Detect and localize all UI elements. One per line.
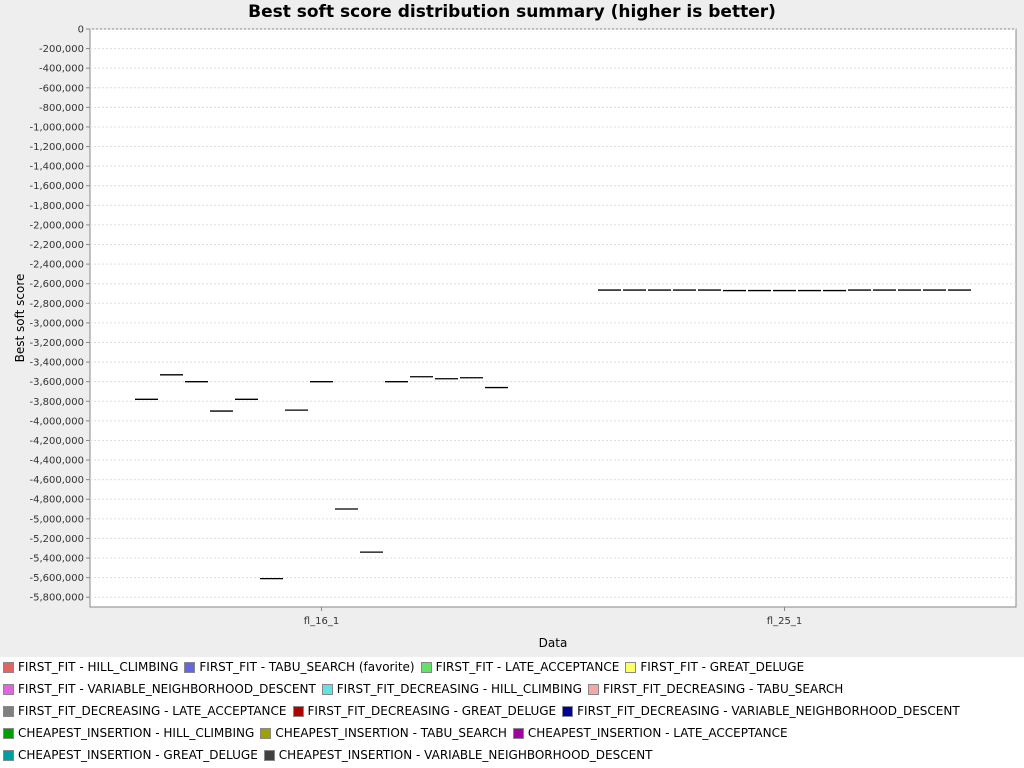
y-tick-label: 0 [78,25,84,36]
y-tick-label: -2,000,000 [29,220,84,231]
legend-label: FIRST_FIT_DECREASING - LATE_ACCEPTANCE [18,704,287,718]
legend-swatch [625,661,637,673]
legend-row: CHEAPEST_INSERTION - HILL_CLIMBING CHEAPE… [3,723,794,743]
x-tick-label: fl_25_1 [767,616,802,627]
legend-swatch [321,683,333,695]
legend-item: FIRST_FIT - GREAT_DELUGE [625,660,804,674]
legend-item: FIRST_FIT_DECREASING - LATE_ACCEPTANCE [3,704,287,718]
legend-item: FIRST_FIT_DECREASING - VARIABLE_NEIGHBOR… [562,704,960,718]
y-tick-label: -2,200,000 [29,240,84,251]
legend-item: CHEAPEST_INSERTION - TABU_SEARCH [260,726,507,740]
y-tick-label: -4,200,000 [29,436,84,447]
legend-item: CHEAPEST_INSERTION - LATE_ACCEPTANCE [512,726,788,740]
legend-item: FIRST_FIT - HILL_CLIMBING [3,660,178,674]
y-tick-label: -1,600,000 [29,181,84,192]
x-axis-title: Data [539,636,568,650]
legend-swatch [292,705,304,717]
y-tick-label: -5,200,000 [29,534,84,545]
x-axis-ticks: fl_16_1 fl_25_1 [304,607,802,627]
legend-label: FIRST_FIT_DECREASING - VARIABLE_NEIGHBOR… [577,704,960,718]
data-marks [135,289,971,580]
chart-title: Best soft score distribution summary (hi… [248,2,776,22]
legend-label: FIRST_FIT - GREAT_DELUGE [640,660,805,674]
y-tick-label: -200,000 [39,44,84,55]
legend-label: CHEAPEST_INSERTION - TABU_SEARCH [275,726,507,740]
legend-item: FIRST_FIT - VARIABLE_NEIGHBORHOOD_DESCEN… [3,682,316,696]
legend-swatch [420,661,432,673]
y-tick-label: -2,600,000 [29,279,84,290]
y-tick-label: -2,800,000 [29,299,84,310]
y-tick-label: -5,600,000 [29,573,84,584]
x-tick-label: fl_16_1 [304,616,339,627]
legend-swatch [3,705,14,717]
legend-swatch [260,727,272,739]
legend-swatch [562,705,574,717]
legend-row: CHEAPEST_INSERTION - GREAT_DELUGE CHEAPES… [3,745,659,765]
y-tick-label: -400,000 [39,64,84,75]
legend-swatch [3,683,14,695]
y-axis-title: Best soft score [13,274,27,363]
y-tick-label: -5,800,000 [29,593,84,604]
y-tick-label: -3,200,000 [29,338,84,349]
y-tick-label: -4,800,000 [29,495,84,506]
legend-swatch [3,727,14,739]
legend-label: FIRST_FIT - LATE_ACCEPTANCE [435,660,620,674]
y-tick-label: -2,400,000 [29,260,84,271]
y-tick-label: -4,600,000 [29,475,84,486]
legend-label: CHEAPEST_INSERTION - VARIABLE_NEIGHBORHO… [278,748,653,762]
legend-item: FIRST_FIT - TABU_SEARCH (favorite) [184,660,415,674]
y-tick-label: -1,800,000 [29,201,84,212]
legend-swatch [512,727,524,739]
y-tick-label: -3,600,000 [29,377,84,388]
legend-row: FIRST_FIT - VARIABLE_NEIGHBORHOOD_DESCEN… [3,679,849,699]
legend-swatch [263,749,275,761]
legend-row: FIRST_FIT - HILL_CLIMBING FIRST_FIT - TAB… [3,657,810,677]
legend-row: FIRST_FIT_DECREASING - LATE_ACCEPTANCE FI… [3,701,966,721]
legend-swatch [587,683,599,695]
legend-item: FIRST_FIT - LATE_ACCEPTANCE [420,660,620,674]
legend: FIRST_FIT - HILL_CLIMBING FIRST_FIT - TAB… [0,657,1024,768]
y-tick-label: -600,000 [39,83,84,94]
y-tick-label: -5,400,000 [29,554,84,565]
y-tick-label: -3,400,000 [29,358,84,369]
legend-label: FIRST_FIT - TABU_SEARCH (favorite) [199,660,415,674]
plot-area [89,28,1017,608]
legend-swatch [3,749,14,761]
y-tick-label: -3,000,000 [29,318,84,329]
legend-swatch [3,661,14,673]
legend-label: CHEAPEST_INSERTION - LATE_ACCEPTANCE [527,726,788,740]
legend-label: FIRST_FIT_DECREASING - HILL_CLIMBING [336,682,582,696]
legend-item: FIRST_FIT_DECREASING - GREAT_DELUGE [292,704,557,718]
legend-swatch [184,661,196,673]
legend-item: FIRST_FIT_DECREASING - HILL_CLIMBING [321,682,582,696]
legend-label: FIRST_FIT - VARIABLE_NEIGHBORHOOD_DESCEN… [18,682,316,696]
legend-item: FIRST_FIT_DECREASING - TABU_SEARCH [587,682,844,696]
y-axis-ticks: 0 -200,000 -400,000 -600,000 -800,000 -1,000,… [29,25,90,604]
legend-label: CHEAPEST_INSERTION - GREAT_DELUGE [18,748,258,762]
y-tick-label: -1,000,000 [29,122,84,133]
legend-label: FIRST_FIT_DECREASING - GREAT_DELUGE [307,704,557,718]
y-tick-label: -4,400,000 [29,456,84,467]
y-tick-label: -1,200,000 [29,142,84,153]
legend-item: CHEAPEST_INSERTION - GREAT_DELUGE [3,748,258,762]
y-tick-label: -800,000 [39,103,84,114]
legend-label: FIRST_FIT_DECREASING - TABU_SEARCH [602,682,844,696]
legend-item: CHEAPEST_INSERTION - HILL_CLIMBING [3,726,254,740]
legend-label: CHEAPEST_INSERTION - HILL_CLIMBING [18,726,255,740]
y-tick-label: -5,000,000 [29,514,84,525]
y-tick-label: -1,400,000 [29,162,84,173]
legend-label: FIRST_FIT - HILL_CLIMBING [18,660,179,674]
legend-item: CHEAPEST_INSERTION - VARIABLE_NEIGHBORHO… [263,748,653,762]
box-plot-chart: 0 -200,000 -400,000 -600,000 -800,000 -1,000,… [13,25,1017,650]
y-tick-label: -3,800,000 [29,397,84,408]
y-tick-label: -4,000,000 [29,416,84,427]
